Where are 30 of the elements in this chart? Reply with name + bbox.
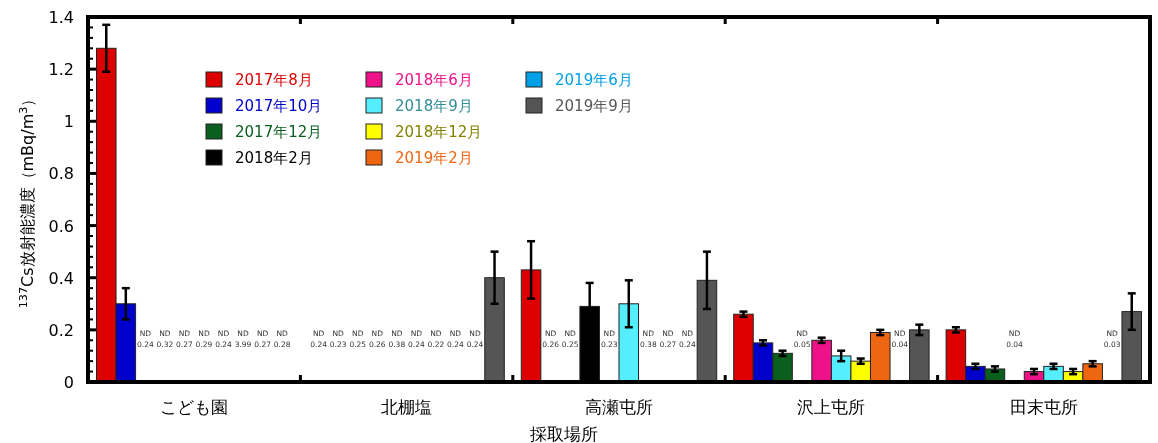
bar [618,303,640,383]
bar [520,269,542,383]
legend-label: 2019年9月 [555,97,633,115]
y-tick-label: 0.4 [48,268,74,288]
y-tick-label: 0.8 [48,164,74,184]
x-tick-label: 田末屯所 [1009,397,1078,417]
y-tick-label: 0 [63,373,74,392]
bar [696,279,718,383]
legend-label: 2019年2月 [395,149,473,167]
y-tick-label: 1 [63,112,74,132]
legend-label: 2018年12月 [395,123,483,141]
legend-label: 2018年6月 [395,71,473,89]
bar [909,329,930,383]
legend-label: 2017年12月 [235,123,323,141]
x-tick-label: こども園 [160,397,229,417]
legend-label: 2017年10月 [235,97,323,115]
x-axis-title: 採取場所 [530,424,598,443]
y-tick-label: 0.2 [48,320,74,340]
legend-label: 2019年6月 [555,71,633,89]
x-tick-label: 北棚塩 [381,397,433,417]
legend-label: 2018年2月 [235,149,313,167]
y-tick-label: 1.2 [48,60,74,80]
y-tick-label: 1.4 [48,8,74,27]
x-tick-label: 高瀬屯所 [585,397,653,417]
x-tick-label: 沢上屯所 [797,397,866,417]
y-tick-label: 0.6 [48,216,74,236]
bar [484,277,505,383]
legend-label: 2018年9月 [395,97,473,115]
legend-label: 2017年8月 [235,71,313,89]
bar [1121,311,1142,383]
